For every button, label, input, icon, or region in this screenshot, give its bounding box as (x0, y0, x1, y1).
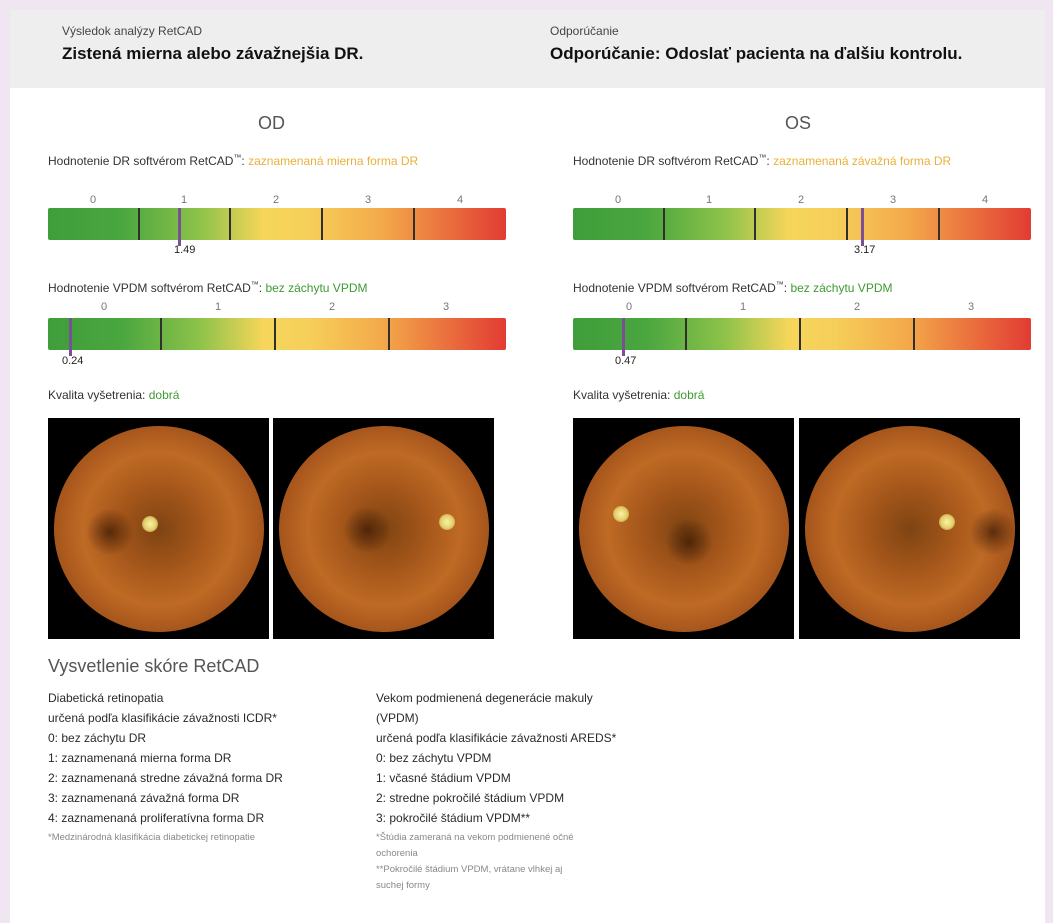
vpdm-item: 0: bez záchytu VPDM (376, 751, 492, 765)
dr-finding-os: zaznamenaná závažná forma DR (773, 154, 952, 168)
vpdm-footnote-2: **Pokročilé štádium VPDM, vrátane vlhkej… (376, 864, 563, 875)
vpdm-label-os: Hodnotenie VPDM softvérom RetCAD™: bez z… (573, 280, 893, 295)
dr-footnote: *Medzinárodná klasifikácia diabetickej r… (48, 832, 256, 843)
vpdm-label-od: Hodnotenie VPDM softvérom RetCAD™: bez z… (48, 280, 368, 295)
dr-item: 0: bez záchytu DR (48, 731, 147, 745)
dr-label-os: Hodnotenie DR softvérom RetCAD™: zazname… (573, 153, 952, 168)
vpdm-score-bar-os (573, 318, 1031, 350)
dr-scale-os: 0 1 2 3 4 (614, 194, 989, 206)
summary-header: Výsledok analýzy RetCAD Zistená mierna a… (10, 10, 1045, 88)
vpdm-heading: Vekom podmienená degenerácie makuly (376, 691, 593, 705)
vpdm-score-bar-od (48, 318, 506, 350)
vpdm-score-value-os: 0.47 (615, 355, 637, 367)
vpdm-heading-abbr: (VPDM) (376, 711, 419, 725)
vpdm-heading-sub: určená podľa klasifikácie závažnosti ARE… (376, 731, 617, 745)
vpdm-score-marker-os (622, 318, 625, 356)
fundus-image-od-2 (273, 418, 494, 639)
result-label: Výsledok analýzy RetCAD (62, 24, 203, 38)
eye-title-od: OD (258, 113, 285, 133)
vpdm-item: 2: stredne pokročilé štádium VPDM (376, 791, 565, 805)
dr-score-bar-od (48, 208, 506, 240)
dr-score-value-os: 3.17 (854, 244, 876, 256)
vpdm-scale-od: 0 1 2 3 (100, 301, 450, 313)
dr-heading-sub: určená podľa klasifikácie závažnosti ICD… (48, 711, 277, 725)
quality-os: Kvalita vyšetrenia: dobrá (573, 388, 705, 402)
dr-finding-od: zaznamenaná mierna forma DR (248, 154, 419, 168)
dr-score-bar-os (573, 208, 1031, 240)
fundus-image-os-2 (799, 418, 1020, 639)
vpdm-finding-od: bez záchytu VPDM (265, 281, 368, 295)
dr-item: 4: zaznamenaná proliferatívna forma DR (48, 811, 265, 825)
vpdm-item: 3: pokročilé štádium VPDM** (376, 811, 531, 825)
dr-item: 1: zaznamenaná mierna forma DR (48, 751, 232, 765)
dr-item: 3: zaznamenaná závažná forma DR (48, 791, 240, 805)
dr-item: 2: zaznamenaná stredne závažná forma DR (48, 771, 283, 785)
dr-score-marker-od (178, 208, 181, 246)
left-border (0, 0, 10, 923)
eye-title-os: OS (785, 113, 812, 133)
right-border (1045, 0, 1053, 923)
dr-score-marker-os (861, 208, 864, 246)
vpdm-footnote-2-cont: suchej formy (376, 880, 430, 891)
vpdm-finding-os: bez záchytu VPDM (790, 281, 893, 295)
top-border (0, 0, 1053, 10)
vpdm-explanation: Vekom podmienená degenerácie makuly (VPD… (376, 688, 616, 894)
dr-label-od: Hodnotenie DR softvérom RetCAD™: zazname… (48, 153, 419, 168)
vpdm-score-marker-od (69, 318, 72, 356)
vpdm-scale-os: 0 1 2 3 (625, 301, 975, 313)
dr-explanation: Diabetická retinopatia určená podľa klas… (48, 688, 283, 846)
fundus-image-os-1 (573, 418, 794, 639)
vpdm-footnote-1: *Štúdia zameraná na vekom podmienené očn… (376, 832, 574, 843)
vpdm-footnote-1-cont: ochorenia (376, 848, 418, 859)
recommendation-text: Odporúčanie: Odoslať pacienta na ďalšiu … (550, 44, 963, 63)
dr-scale-od: 0 1 2 3 4 (89, 194, 464, 206)
result-text: Zistená mierna alebo závažnejšia DR. (62, 44, 364, 63)
dr-heading: Diabetická retinopatia (48, 691, 164, 705)
dr-score-value-od: 1.49 (174, 244, 196, 256)
quality-od: Kvalita vyšetrenia: dobrá (48, 388, 180, 402)
recommendation-label: Odporúčanie (550, 24, 619, 38)
vpdm-score-value-od: 0.24 (62, 355, 84, 367)
vpdm-item: 1: včasné štádium VPDM (376, 771, 511, 785)
explanation-title: Vysvetlenie skóre RetCAD (48, 656, 260, 676)
fundus-image-od-1 (48, 418, 269, 639)
